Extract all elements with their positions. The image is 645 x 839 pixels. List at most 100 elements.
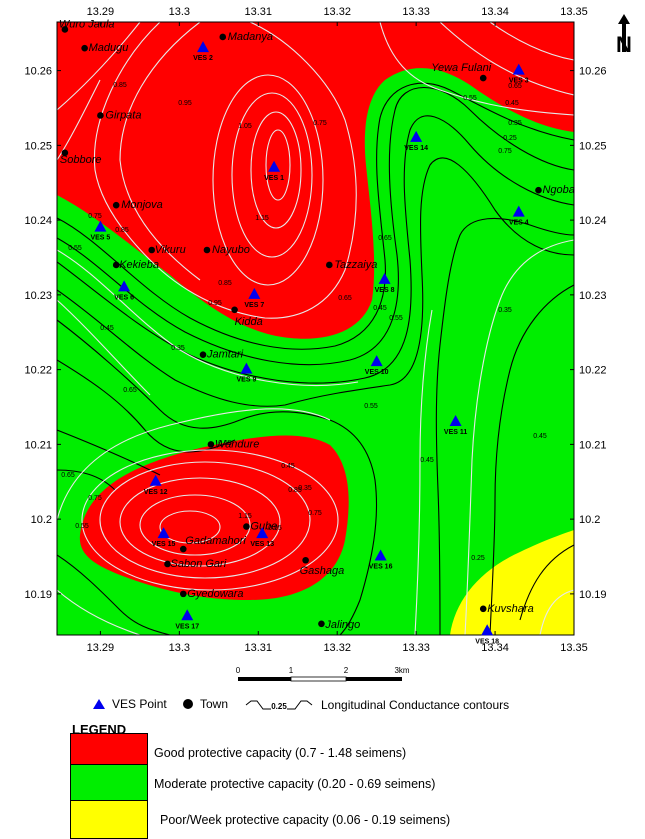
town-markers: Wuro Jaula Madugu Madanya Girpata Sobbore Mon… (59, 18, 575, 630)
town-label: Ngoba (542, 184, 574, 196)
contour-value-label: 0.85 (113, 82, 127, 89)
ves-triangle-icon (157, 527, 170, 539)
ves-label: VES 15 (152, 541, 176, 548)
ves-markers: VES 1 VES 2 VES 3 VES 4 VES 5 VES 6 VES 7 VES 8… (90, 41, 529, 645)
ves-triangle-icon (512, 205, 525, 217)
key-town: Town (182, 697, 228, 711)
ves-triangle-icon (256, 527, 269, 539)
town-label: Wandure (215, 438, 259, 450)
town-label: Tazzaiya (334, 259, 377, 271)
town-dot-icon (535, 186, 542, 194)
ves-triangle-icon (449, 414, 462, 426)
contour-value-label: 0.85 (288, 487, 302, 494)
town-dot-icon (479, 605, 487, 613)
town-dot-icon (164, 560, 171, 568)
contour-value-label: 0.55 (68, 245, 82, 252)
ves-label: VES 1 (264, 175, 284, 182)
ves-label: VES 10 (365, 369, 389, 376)
legend-item-moderate: Moderate protective capacity (0.20 - 0.6… (70, 764, 540, 803)
ves-label: VES 3 (509, 78, 529, 85)
contour-value-label: 0.75 (88, 213, 102, 220)
town-dot-icon (326, 261, 333, 269)
ves-label: VES 5 (90, 235, 110, 242)
town-label: Madugu (89, 42, 129, 54)
contour-value-label: 0.45 (100, 325, 114, 332)
contour-value-label: 0.75 (498, 148, 512, 155)
contour-value-label: 0.25 (471, 555, 485, 562)
town-label: Gadamahori (185, 535, 246, 547)
x-tick-label-bottom: 13.31 (245, 642, 273, 654)
x-tick-label-top: 13.34 (481, 6, 509, 18)
ves-triangle-icon (374, 549, 387, 561)
town-dot-icon (199, 351, 207, 358)
contour-value-label: 1.15 (238, 513, 252, 520)
ves-triangle-icon (370, 355, 383, 367)
town-dot-icon (61, 26, 69, 33)
y-tick-label-left: 10.2 (31, 514, 52, 526)
legend-label-moderate: Moderate protective capacity (0.20 - 0.6… (154, 776, 436, 791)
y-tick-label-left: 10.21 (24, 439, 52, 451)
legend-swatch-poor (70, 800, 148, 839)
town-label: Sobbore (60, 154, 102, 166)
town-label: Gube (250, 521, 277, 533)
scale-label-1: 1 (289, 666, 294, 675)
town-label: Kidda (235, 316, 263, 328)
y-tick-label-left: 10.23 (24, 290, 52, 302)
key-contour-label: Longitudinal Conductance contours (321, 698, 510, 712)
map-frame (56, 21, 575, 636)
scale-label-2: 2 (344, 666, 349, 675)
contour-value-label: 0.95 (178, 100, 192, 107)
ves-label: VES 8 (375, 287, 395, 294)
contour-value-label: 0.75 (313, 120, 327, 127)
y-tick-label-left: 10.24 (24, 215, 52, 227)
contour-value-label: 0.35 (508, 120, 522, 127)
contour-value-label: 0.85 (218, 280, 232, 287)
contour-value-label: 1.05 (238, 123, 252, 130)
x-tick-label-bottom: 13.3 (169, 642, 190, 654)
x-tick-label-bottom: 13.35 (560, 642, 588, 654)
x-tick-label-bottom: 13.32 (323, 642, 351, 654)
town-dot-icon (318, 620, 325, 628)
y-tick-label-right: 10.24 (579, 215, 607, 227)
contour-value-label: 0.45 (505, 100, 519, 107)
town-dot-icon (81, 44, 88, 52)
contour-value-label: 0.65 (508, 83, 522, 90)
town-dot-icon (179, 590, 187, 598)
town-dot-icon (203, 246, 211, 254)
x-tick-label-top: 13.35 (560, 6, 588, 18)
y-tick-label-left: 10.25 (24, 140, 52, 152)
town-label: Vikuru (155, 244, 186, 256)
x-tick-label-bottom: 13.33 (402, 642, 430, 654)
contour-value-label: 0.65 (61, 472, 75, 479)
ves-triangle-icon (94, 220, 107, 232)
contour-value-label: 0.45 (281, 463, 295, 470)
contour-value-label: 0.95 (208, 300, 222, 307)
ves-triangle-icon (268, 160, 281, 172)
ves-label: VES 18 (475, 638, 499, 645)
town-dot-icon (243, 523, 250, 530)
town-label: Sabon Gari (171, 558, 227, 570)
y-tick-label-left: 10.22 (24, 365, 52, 377)
zone-good-north (57, 22, 574, 339)
axis-ticks: 13.29 13.29 13.3 13.3 13.31 13.31 13.32 13.32 13… (24, 6, 606, 654)
y-tick-label-right: 10.25 (579, 140, 607, 152)
contour-value-label: 0.35 (298, 485, 312, 492)
ves-triangle-icon (240, 362, 253, 374)
key-ves: VES Point (92, 697, 167, 711)
ves-label: VES 7 (244, 302, 264, 309)
x-tick-label-top: 13.31 (245, 6, 273, 18)
ves-triangle-icon (378, 272, 391, 284)
town-dot-icon (179, 545, 187, 553)
y-tick-label-left: 10.26 (24, 66, 52, 78)
y-tick-label-right: 10.22 (579, 365, 607, 377)
contour-value-label: 0.85 (115, 227, 129, 234)
contour-value-label: 0.35 (498, 307, 512, 314)
ves-label: VES 16 (369, 564, 393, 571)
ves-triangle-icon (93, 699, 105, 709)
y-tick-label-left: 10.19 (24, 589, 52, 601)
ves-triangle-icon (197, 41, 210, 53)
y-tick-label-right: 10.19 (579, 589, 607, 601)
map-area (57, 22, 574, 635)
town-dot-icon (148, 246, 156, 254)
contour-value-label: 0.55 (218, 440, 232, 447)
